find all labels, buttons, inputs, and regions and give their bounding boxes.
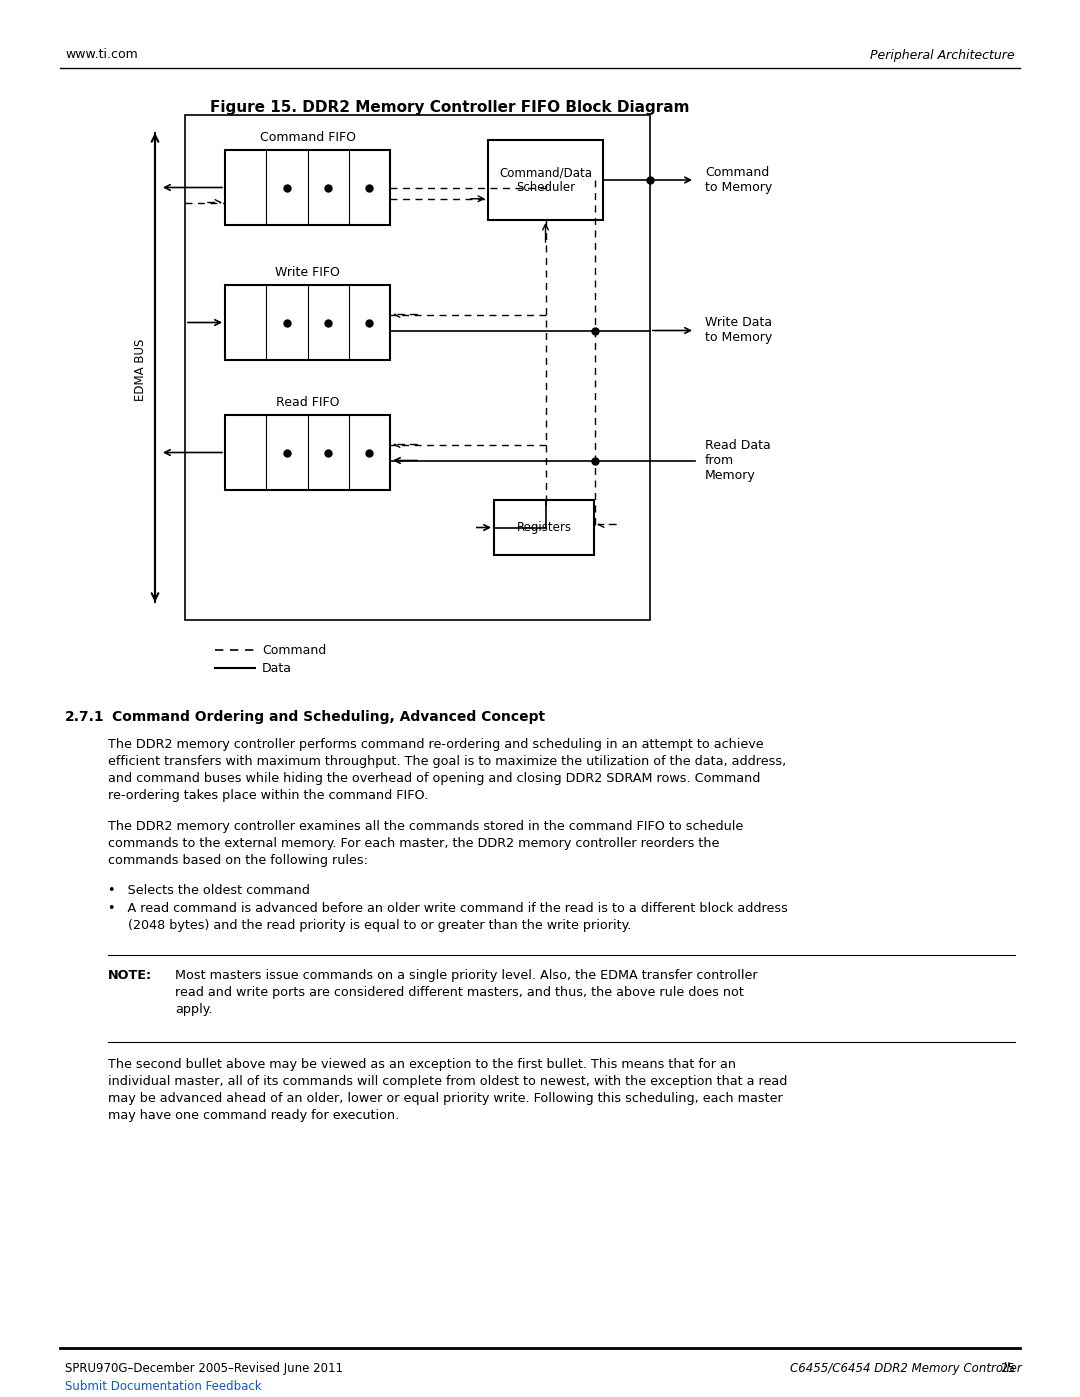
Text: Read Data
from
Memory: Read Data from Memory <box>705 439 771 482</box>
Text: www.ti.com: www.ti.com <box>65 49 138 61</box>
Text: 25: 25 <box>1000 1362 1015 1375</box>
Text: C6455/C6454 DDR2 Memory Controller: C6455/C6454 DDR2 Memory Controller <box>789 1362 1022 1375</box>
Text: NOTE:: NOTE: <box>108 970 152 982</box>
Text: Command/Data
Scheduler: Command/Data Scheduler <box>499 166 592 194</box>
Text: Registers: Registers <box>516 521 571 534</box>
Bar <box>185 115 650 620</box>
Bar <box>225 285 390 360</box>
Text: Command FIFO: Command FIFO <box>259 131 355 144</box>
Text: The second bullet above may be viewed as an exception to the first bullet. This : The second bullet above may be viewed as… <box>108 1058 787 1122</box>
Text: •   Selects the oldest command: • Selects the oldest command <box>108 884 310 897</box>
Text: Command: Command <box>262 644 326 657</box>
Text: Most masters issue commands on a single priority level. Also, the EDMA transfer : Most masters issue commands on a single … <box>175 970 758 1016</box>
Bar <box>225 149 390 225</box>
Text: Peripheral Architecture: Peripheral Architecture <box>870 49 1015 61</box>
Text: SPRU970G–December 2005–Revised June 2011: SPRU970G–December 2005–Revised June 2011 <box>65 1362 343 1375</box>
Text: Read FIFO: Read FIFO <box>275 395 339 409</box>
Bar <box>494 500 594 555</box>
Text: Submit Documentation Feedback: Submit Documentation Feedback <box>65 1380 261 1393</box>
Text: The DDR2 memory controller examines all the commands stored in the command FIFO : The DDR2 memory controller examines all … <box>108 820 743 868</box>
Text: Figure 15. DDR2 Memory Controller FIFO Block Diagram: Figure 15. DDR2 Memory Controller FIFO B… <box>211 101 690 115</box>
Text: Write Data
to Memory: Write Data to Memory <box>705 317 772 345</box>
Text: Command
to Memory: Command to Memory <box>705 166 772 194</box>
Bar <box>488 140 603 219</box>
Text: Write FIFO: Write FIFO <box>275 265 340 279</box>
Text: 2.7.1: 2.7.1 <box>65 710 105 724</box>
Text: Command Ordering and Scheduling, Advanced Concept: Command Ordering and Scheduling, Advance… <box>112 710 545 724</box>
Bar <box>225 415 390 490</box>
Text: EDMA BUS: EDMA BUS <box>135 339 148 401</box>
Text: Data: Data <box>262 662 292 675</box>
Text: The DDR2 memory controller performs command re-ordering and scheduling in an att: The DDR2 memory controller performs comm… <box>108 738 786 802</box>
Text: •   A read command is advanced before an older write command if the read is to a: • A read command is advanced before an o… <box>108 902 788 932</box>
